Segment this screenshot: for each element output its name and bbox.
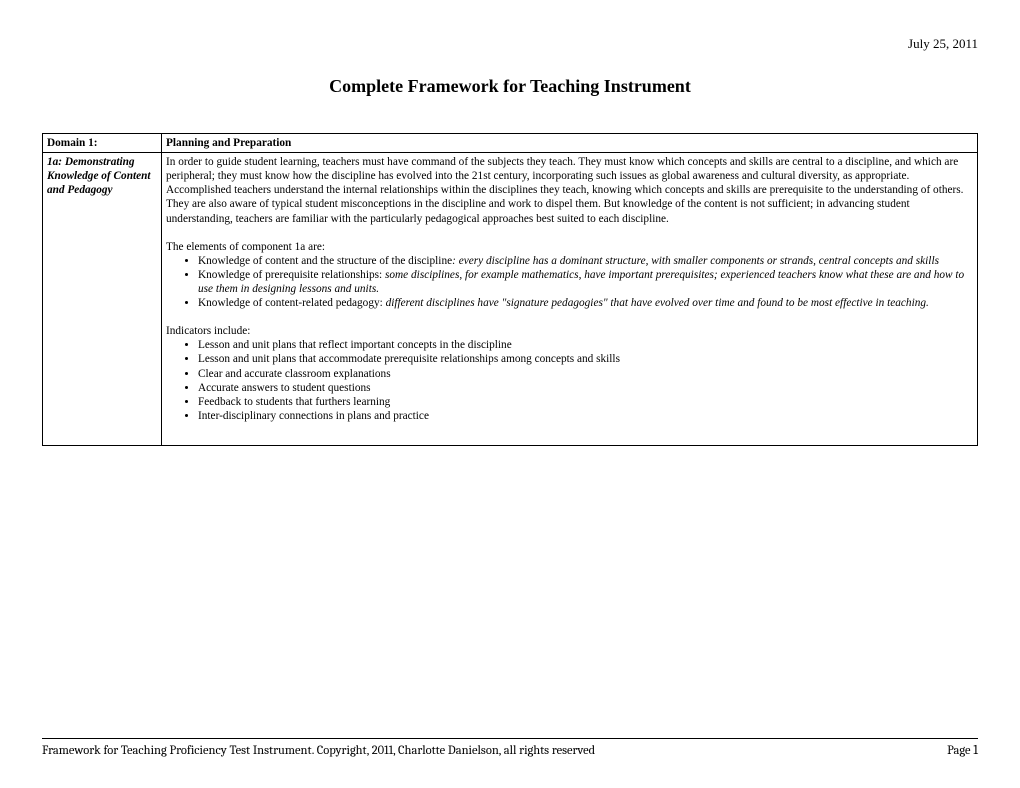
domain-label: Domain 1: [47,137,98,149]
element-plain: Knowledge of content-related pedagogy: [198,297,386,309]
list-item: Lesson and unit plans that accommodate p… [198,352,973,366]
date-text: July 25, 2011 [42,36,978,52]
list-item: Knowledge of prerequisite relationships:… [198,268,973,296]
component-label: 1a: Demonstrating Knowledge of Content a… [47,156,151,196]
list-item: Lesson and unit plans that reflect impor… [198,338,973,352]
list-item: Knowledge of content and the structure o… [198,254,973,268]
domain-label-cell: Domain 1: [43,134,162,153]
footer-copyright: Framework for Teaching Proficiency Test … [42,744,595,758]
component-body-cell: In order to guide student learning, teac… [162,153,978,446]
element-italic: : every discipline has a dominant struct… [452,255,939,267]
document-page: July 25, 2011 Complete Framework for Tea… [0,0,1020,788]
footer-page: Page 1 [947,743,978,758]
elements-list: Knowledge of content and the structure o… [166,254,973,310]
indicators-lead: Indicators include: [166,324,973,338]
element-italic: different disciplines have "signature pe… [386,297,929,309]
page-label: Page [947,744,973,758]
table-header-row: Domain 1: Planning and Preparation [43,134,978,153]
page-number: 1 [973,743,978,758]
elements-lead: The elements of component 1a are: [166,240,973,254]
page-title: Complete Framework for Teaching Instrume… [42,76,978,97]
component-label-cell: 1a: Demonstrating Knowledge of Content a… [43,153,162,446]
footer-row: Framework for Teaching Proficiency Test … [42,743,978,758]
list-item: Feedback to students that furthers learn… [198,395,973,409]
list-item: Inter-disciplinary connections in plans … [198,409,973,423]
indicators-list: Lesson and unit plans that reflect impor… [166,338,973,423]
footer-rule [42,738,978,739]
page-footer: Framework for Teaching Proficiency Test … [42,738,978,758]
list-item: Clear and accurate classroom explanation… [198,367,973,381]
list-item: Knowledge of content-related pedagogy: d… [198,296,973,310]
list-item: Accurate answers to student questions [198,381,973,395]
domain-name-cell: Planning and Preparation [162,134,978,153]
element-plain: Knowledge of content and the structure o… [198,255,452,267]
intro-paragraph: In order to guide student learning, teac… [166,155,973,226]
framework-table: Domain 1: Planning and Preparation 1a: D… [42,133,978,446]
table-body-row: 1a: Demonstrating Knowledge of Content a… [43,153,978,446]
domain-name: Planning and Preparation [166,137,291,149]
element-plain: Knowledge of prerequisite relationships: [198,269,385,281]
